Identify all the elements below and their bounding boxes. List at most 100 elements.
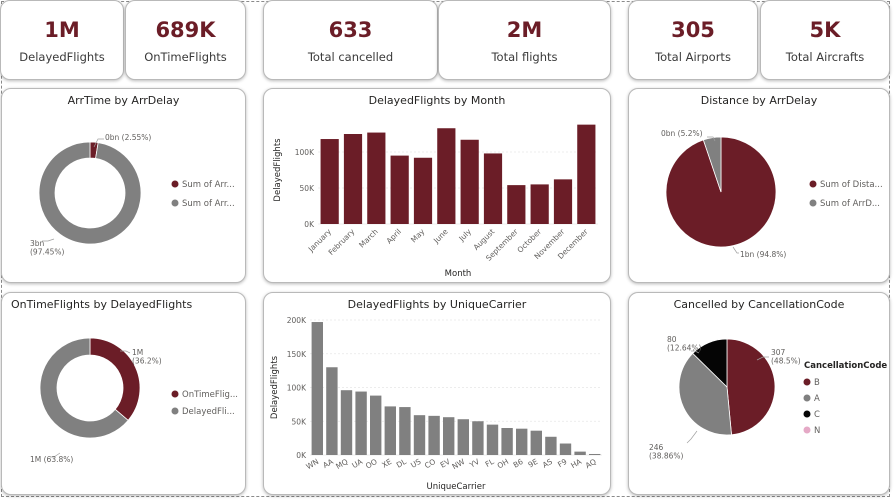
- kpi-card-delayed-flights[interactable]: 1M DelayedFlights: [0, 0, 124, 80]
- chart-title: Distance by ArrDelay: [700, 94, 818, 107]
- y-tick-label: 50K: [292, 417, 308, 426]
- bar: [460, 139, 479, 224]
- legend-marker: [171, 199, 179, 207]
- pie-chart-svg: 307 (48.5%) 246 (38.86%) 80 (12.64%) Cancellat…: [649, 335, 887, 461]
- bar: [530, 184, 549, 224]
- bar: [589, 453, 601, 455]
- visual-cancelled-by-code[interactable]: Cancelled by CancellationCode 307 (48.5%)…: [628, 292, 890, 495]
- legend-label: B: [814, 378, 820, 388]
- kpi-label: Total cancelled: [307, 50, 394, 64]
- y-tick-label: 0K: [304, 220, 315, 229]
- donut-chart-svg: 1M (36.2%) 1M (63.8%) OnTimeFlig... DelayedF…: [30, 337, 238, 464]
- bar: [457, 419, 469, 455]
- legend-label: C: [814, 410, 820, 420]
- bar: [553, 179, 573, 224]
- data-label: 1M (63.8%): [30, 455, 73, 464]
- x-tick-label: AS: [541, 457, 554, 470]
- legend-label: Sum of Arr...: [182, 199, 235, 209]
- legend-marker: [171, 407, 179, 415]
- x-tick-label: DL: [395, 457, 409, 470]
- x-tick-label: FL: [484, 457, 497, 469]
- bar: [516, 428, 528, 455]
- kpi-value: 689K: [155, 18, 216, 42]
- leader-line: [42, 238, 55, 242]
- visual-ontime-by-delayed[interactable]: OnTimeFlights by DelayedFlights 1M (36.2%…: [1, 292, 246, 495]
- bar: [501, 428, 513, 455]
- legend-label: OnTimeFlig...: [182, 390, 238, 400]
- kpi-card-total-airports[interactable]: 305 Total Airports: [628, 0, 758, 80]
- pie-slice: [39, 337, 129, 439]
- x-tick-label: MQ: [334, 457, 349, 471]
- leader-line: [756, 356, 769, 361]
- bar: [437, 128, 456, 224]
- bar: [545, 436, 557, 455]
- kpi-label: OnTimeFlights: [144, 50, 227, 64]
- bar: [320, 139, 339, 224]
- pie-slice: [678, 352, 732, 436]
- legend-label: N: [814, 426, 820, 436]
- data-label: 246 (38.86%): [649, 443, 684, 461]
- y-tick-label: 50K: [300, 184, 316, 193]
- legend-marker: [171, 180, 179, 188]
- kpi-value: 1M: [44, 18, 80, 42]
- y-tick-label: 0K: [296, 451, 307, 460]
- leader-line: [691, 350, 700, 354]
- leader-line: [50, 452, 61, 458]
- x-tick-label: WN: [305, 457, 321, 471]
- kpi-value: 633: [328, 18, 373, 42]
- chart-title: ArrTime by ArrDelay: [67, 94, 180, 107]
- chart-title: DelayedFlights by Month: [368, 94, 506, 107]
- pie-slice: [726, 338, 776, 436]
- leader-line: [93, 138, 104, 148]
- legend-marker: [803, 426, 811, 434]
- legend-marker: [809, 180, 817, 188]
- bar: [399, 407, 411, 455]
- legend-label: Sum of Arr...: [182, 180, 235, 190]
- donut-chart-svg: 0bn (2.55%) 3bn (97.45%) Sum of Arr... Sum o…: [30, 133, 235, 257]
- legend-label: A: [814, 394, 820, 404]
- x-tick-label: June: [431, 227, 450, 246]
- x-tick-label: March: [357, 227, 380, 250]
- legend-marker: [171, 390, 179, 398]
- kpi-card-total-aircrafts[interactable]: 5K Total Aircrafts: [760, 0, 890, 80]
- bar: [507, 185, 526, 224]
- legend-marker: [803, 410, 811, 418]
- bar: [413, 415, 426, 455]
- kpi-card-ontime-flights[interactable]: 689K OnTimeFlights: [125, 0, 246, 80]
- x-tick-label: AQ: [584, 457, 598, 470]
- visual-arrtime-by-arrdelay[interactable]: ArrTime by ArrDelay 0bn (2.55%) 3bn (97.45…: [1, 88, 246, 283]
- y-axis-title: DelayedFlights: [273, 138, 283, 202]
- chart-title: DelayedFlights by UniqueCarrier: [347, 298, 527, 311]
- kpi-label: Total Aircrafts: [785, 50, 865, 64]
- visual-delayedflights-by-carrier[interactable]: DelayedFlights by UniqueCarrier 0K 50K 100…: [263, 292, 611, 495]
- bar: [355, 391, 367, 455]
- visual-distance-by-arrdelay[interactable]: Distance by ArrDelay 1bn (94.8%) 0bn (5.2…: [628, 88, 890, 283]
- data-label: 307 (48.5%): [771, 348, 801, 366]
- chart-title: OnTimeFlights by DelayedFlights: [11, 298, 193, 311]
- bar: [384, 406, 396, 455]
- x-tick-label: NW: [451, 457, 467, 472]
- pie-chart-svg: 1bn (94.8%) 0bn (5.2%) Sum of Dista... Sum …: [661, 129, 883, 259]
- y-axis-title: DelayedFlights: [270, 355, 280, 419]
- legend-title: CancellationCode: [804, 361, 887, 371]
- legend-marker: [803, 378, 811, 386]
- y-tick-label: 100K: [295, 148, 315, 157]
- x-tick-label: F9: [556, 457, 569, 469]
- legend-label: Sum of ArrD...: [820, 199, 880, 209]
- kpi-card-total-flights[interactable]: 2M Total flights: [438, 0, 611, 80]
- data-label: 0bn (2.55%): [105, 133, 151, 142]
- visual-delayedflights-by-month[interactable]: DelayedFlights by Month 0K 50K 100K January…: [263, 88, 611, 283]
- data-label: 3bn (97.45%): [30, 239, 65, 257]
- kpi-label: Total Airports: [655, 50, 731, 64]
- x-tick-label: OH: [496, 457, 510, 471]
- bar: [443, 417, 455, 455]
- kpi-card-total-cancelled[interactable]: 633 Total cancelled: [263, 0, 438, 80]
- bar: [370, 395, 382, 455]
- bar: [428, 415, 440, 455]
- x-tick-label: US: [409, 457, 423, 470]
- bar: [413, 157, 433, 224]
- bar: [367, 132, 386, 224]
- bar: [343, 134, 363, 224]
- y-tick-label: 100K: [287, 384, 307, 393]
- legend-marker: [809, 199, 817, 207]
